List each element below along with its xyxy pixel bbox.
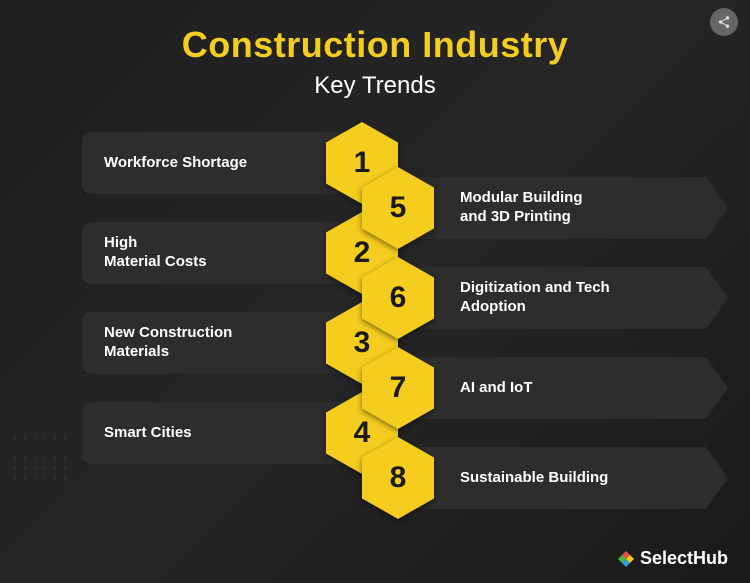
trend-row-7: AI and IoT 7 [398,357,728,419]
page-subtitle: Key Trends [0,72,750,100]
brand-logo-icon [616,549,636,569]
trend-bar: Digitization and TechAdoption [398,267,728,329]
trend-number: 5 [390,191,407,225]
trend-hexagon: 6 [362,257,434,339]
trend-bar: New ConstructionMaterials [82,312,362,374]
trend-label: Sustainable Building [460,469,608,488]
trend-number: 7 [390,371,407,405]
trend-hexagon: 8 [362,437,434,519]
trend-row-3: New ConstructionMaterials 3 [82,312,362,374]
page-title: Construction Industry [0,24,750,66]
brand-prefix: Select [640,548,693,568]
brand-footer: SelectHub [616,548,728,569]
trend-row-5: Modular Buildingand 3D Printing 5 [398,177,728,239]
decorative-dot-grid [10,433,70,493]
trend-label: Modular Buildingand 3D Printing [460,189,582,227]
trend-row-8: Sustainable Building 8 [398,447,728,509]
share-button[interactable] [710,8,738,36]
trend-label: Digitization and TechAdoption [460,279,610,317]
trend-bar: HighMaterial Costs [82,222,362,284]
brand-suffix: Hub [693,548,728,568]
trend-row-4: Smart Cities 4 [82,402,362,464]
trend-label: HighMaterial Costs [104,234,207,272]
trend-bar: Workforce Shortage [82,132,362,194]
trend-row-6: Digitization and TechAdoption 6 [398,267,728,329]
trend-number: 8 [390,461,407,495]
trend-label: Smart Cities [104,424,192,443]
brand-name: SelectHub [640,548,728,569]
trend-label: Workforce Shortage [104,154,247,173]
trend-bar: Smart Cities [82,402,362,464]
infographic-canvas: Construction Industry Key Trends Workfor… [0,0,750,583]
trend-hexagon: 7 [362,347,434,429]
header: Construction Industry Key Trends [0,0,750,100]
share-icon [717,15,731,29]
trend-bar: Modular Buildingand 3D Printing [398,177,728,239]
trend-hexagon: 5 [362,167,434,249]
trend-row-1: Workforce Shortage 1 [82,132,362,194]
trend-bar: AI and IoT [398,357,728,419]
trend-bar: Sustainable Building [398,447,728,509]
trend-number: 6 [390,281,407,315]
trend-label: AI and IoT [460,379,533,398]
trend-label: New ConstructionMaterials [104,324,232,362]
trend-row-2: HighMaterial Costs 2 [82,222,362,284]
